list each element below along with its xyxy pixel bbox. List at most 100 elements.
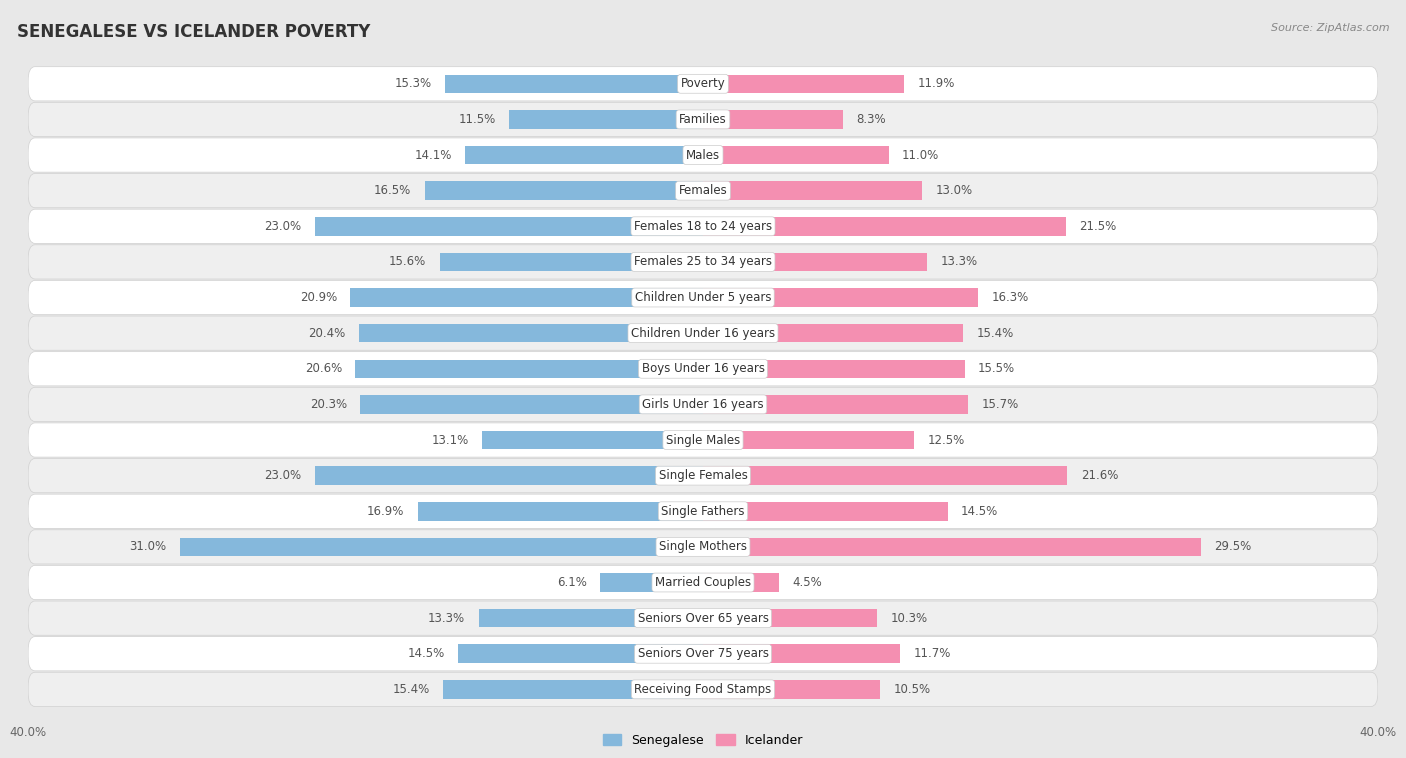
FancyBboxPatch shape (28, 637, 1378, 671)
Legend: Senegalese, Icelander: Senegalese, Icelander (598, 729, 808, 752)
Text: Single Fathers: Single Fathers (661, 505, 745, 518)
Bar (360, 395, 703, 414)
Bar (180, 537, 703, 556)
Text: 20.4%: 20.4% (308, 327, 346, 340)
Text: 10.5%: 10.5% (894, 683, 931, 696)
Text: Poverty: Poverty (681, 77, 725, 90)
Text: Males: Males (686, 149, 720, 161)
Text: 15.3%: 15.3% (394, 77, 432, 90)
Bar (703, 395, 967, 414)
Text: Receiving Food Stamps: Receiving Food Stamps (634, 683, 772, 696)
Bar (356, 359, 703, 378)
Bar (703, 324, 963, 343)
FancyBboxPatch shape (28, 67, 1378, 101)
Bar (703, 466, 1067, 485)
Text: 12.5%: 12.5% (928, 434, 965, 446)
Text: 10.3%: 10.3% (890, 612, 928, 625)
FancyBboxPatch shape (28, 280, 1378, 315)
Text: 11.0%: 11.0% (903, 149, 939, 161)
Text: 20.3%: 20.3% (309, 398, 347, 411)
Text: Girls Under 16 years: Girls Under 16 years (643, 398, 763, 411)
Bar (465, 146, 703, 164)
FancyBboxPatch shape (28, 138, 1378, 172)
FancyBboxPatch shape (28, 387, 1378, 421)
Text: 29.5%: 29.5% (1215, 540, 1251, 553)
Bar (703, 359, 965, 378)
Text: Seniors Over 65 years: Seniors Over 65 years (637, 612, 769, 625)
Text: 14.5%: 14.5% (962, 505, 998, 518)
Text: Seniors Over 75 years: Seniors Over 75 years (637, 647, 769, 660)
Bar (703, 431, 914, 449)
Bar (482, 431, 703, 449)
Text: 23.0%: 23.0% (264, 220, 301, 233)
Text: 15.6%: 15.6% (389, 255, 426, 268)
Text: Married Couples: Married Couples (655, 576, 751, 589)
Text: 13.1%: 13.1% (432, 434, 468, 446)
Text: Females 18 to 24 years: Females 18 to 24 years (634, 220, 772, 233)
Text: Children Under 16 years: Children Under 16 years (631, 327, 775, 340)
FancyBboxPatch shape (28, 423, 1378, 457)
Bar (443, 680, 703, 699)
Text: 4.5%: 4.5% (793, 576, 823, 589)
Text: 16.5%: 16.5% (374, 184, 411, 197)
Text: 31.0%: 31.0% (129, 540, 166, 553)
FancyBboxPatch shape (28, 352, 1378, 386)
Text: 11.5%: 11.5% (458, 113, 495, 126)
Bar (703, 680, 880, 699)
Bar (425, 181, 703, 200)
Text: Females 25 to 34 years: Females 25 to 34 years (634, 255, 772, 268)
FancyBboxPatch shape (28, 672, 1378, 706)
Text: 23.0%: 23.0% (264, 469, 301, 482)
Bar (703, 644, 900, 663)
Bar (703, 537, 1201, 556)
Bar (703, 181, 922, 200)
Text: 21.5%: 21.5% (1080, 220, 1116, 233)
FancyBboxPatch shape (28, 459, 1378, 493)
Text: 20.6%: 20.6% (305, 362, 342, 375)
FancyBboxPatch shape (28, 245, 1378, 279)
Bar (703, 217, 1066, 236)
Bar (350, 288, 703, 307)
Bar (444, 74, 703, 93)
Text: 14.5%: 14.5% (408, 647, 444, 660)
Text: Single Males: Single Males (666, 434, 740, 446)
Text: 15.4%: 15.4% (976, 327, 1014, 340)
Bar (478, 609, 703, 628)
FancyBboxPatch shape (28, 565, 1378, 600)
Text: Females: Females (679, 184, 727, 197)
Text: 11.9%: 11.9% (917, 77, 955, 90)
Text: 6.1%: 6.1% (557, 576, 586, 589)
Text: 15.4%: 15.4% (392, 683, 430, 696)
Text: Families: Families (679, 113, 727, 126)
Text: 13.0%: 13.0% (936, 184, 973, 197)
Bar (600, 573, 703, 592)
Text: 13.3%: 13.3% (427, 612, 465, 625)
Text: 21.6%: 21.6% (1081, 469, 1118, 482)
Text: Source: ZipAtlas.com: Source: ZipAtlas.com (1271, 23, 1389, 33)
Text: Single Females: Single Females (658, 469, 748, 482)
Bar (703, 252, 928, 271)
Text: 8.3%: 8.3% (856, 113, 886, 126)
Bar (315, 466, 703, 485)
FancyBboxPatch shape (28, 209, 1378, 243)
Bar (703, 288, 979, 307)
Text: SENEGALESE VS ICELANDER POVERTY: SENEGALESE VS ICELANDER POVERTY (17, 23, 370, 41)
FancyBboxPatch shape (28, 494, 1378, 528)
Bar (703, 502, 948, 521)
Bar (440, 252, 703, 271)
Text: 14.1%: 14.1% (415, 149, 451, 161)
FancyBboxPatch shape (28, 316, 1378, 350)
Bar (509, 110, 703, 129)
Bar (703, 74, 904, 93)
Bar (418, 502, 703, 521)
Text: 20.9%: 20.9% (299, 291, 337, 304)
FancyBboxPatch shape (28, 102, 1378, 136)
Text: Children Under 5 years: Children Under 5 years (634, 291, 772, 304)
Bar (458, 644, 703, 663)
FancyBboxPatch shape (28, 601, 1378, 635)
Bar (703, 110, 844, 129)
Text: 15.7%: 15.7% (981, 398, 1018, 411)
Bar (703, 146, 889, 164)
Text: 11.7%: 11.7% (914, 647, 952, 660)
Bar (703, 573, 779, 592)
